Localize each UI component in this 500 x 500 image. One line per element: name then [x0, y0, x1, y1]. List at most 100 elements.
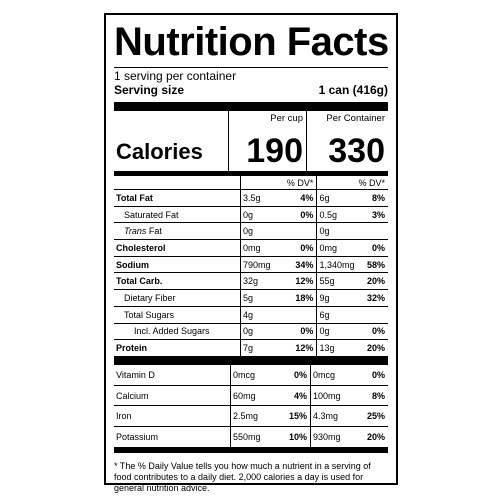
cup-dv: 10%: [267, 426, 311, 449]
container-amount: 6g: [316, 189, 357, 207]
cup-dv: 4%: [267, 385, 311, 407]
dv-header-spacer: [239, 176, 276, 190]
calories-per-cup-column: Per cup 190: [228, 111, 306, 171]
container-amount: 1,340mg: [316, 256, 357, 274]
cup-dv: 12%: [295, 343, 314, 354]
cup-amount: 0g: [239, 222, 276, 241]
container-amount: 0mcg: [310, 364, 350, 386]
cup-amount: 550mg: [230, 426, 267, 449]
vitamin-row-vitamin-d: Vitamin D 0mcg 0% 0mcg 0%: [114, 364, 388, 386]
serving-size-label: Serving size: [114, 83, 185, 97]
nutrients-table: % DV* % DV* Total Fat 3.5g 4% 6g 8% Satu…: [114, 176, 388, 356]
serving-size-row: Serving size 1 can (416g): [114, 83, 388, 97]
serving-size-value: 1 can (416g): [318, 83, 388, 97]
cup-amount: 32g: [239, 272, 276, 291]
nutrition-label: Nutrition Facts 1 serving per container …: [104, 13, 398, 493]
container-dv: 25%: [350, 405, 388, 428]
nutrient-row-total-fat: Total Fat 3.5g 4% 6g 8%: [114, 189, 388, 207]
cup-amount: 5g: [239, 289, 276, 307]
nutrient-row-saturated-fat: Saturated Fat 0g 0% 0.5g 3%: [114, 206, 388, 224]
container-amount: 0g: [316, 222, 357, 241]
cup-amount: 0g: [239, 323, 276, 341]
container-dv: 0%: [356, 239, 388, 257]
cup-dv: 34%: [275, 256, 317, 274]
container-dv: 20%: [356, 272, 388, 291]
calories-per-container-column: Per Container 330: [306, 111, 388, 171]
container-dv: [356, 306, 388, 324]
container-dv: 0%: [350, 364, 388, 386]
calories-per-container: 330: [328, 132, 385, 170]
container-amount: 4.3mg: [310, 405, 350, 428]
calories-block: Calories Per cup 190 Per Container 330: [114, 111, 388, 171]
per-cup-header: Per cup: [270, 113, 303, 124]
container-dv: 8%: [356, 189, 388, 207]
thick-divider: [114, 102, 388, 111]
medium-divider: [114, 448, 388, 454]
container-amount: 55g: [316, 272, 357, 291]
vitamin-name: Iron: [114, 405, 231, 428]
nutrient-name: Incl. Added Sugars: [114, 323, 241, 341]
per-container-header: Per Container: [326, 113, 385, 124]
container-dv: 20%: [350, 426, 388, 449]
nutrient-name: Cholesterol: [114, 239, 241, 257]
trans-suffix: Fat: [146, 226, 162, 237]
cup-amount: 4g: [239, 306, 276, 324]
trans-italic: Trans: [124, 226, 147, 237]
cup-amount: 2.5mg: [230, 405, 267, 428]
container-amount: 0mg: [316, 239, 357, 257]
medium-divider: [114, 171, 388, 176]
vitamin-row-iron: Iron 2.5mg 15% 4.3mg 25%: [114, 405, 388, 428]
dv-header-row: % DV* % DV*: [114, 176, 388, 190]
container-dv: [356, 222, 388, 241]
vitamin-row-calcium: Calcium 60mg 4% 100mg 8%: [114, 385, 388, 407]
nutrient-row-protein: Protein 7g 12% 13g 20%: [114, 339, 388, 356]
container-amount: 0g: [316, 323, 357, 341]
vitamin-name: Potassium: [114, 426, 231, 449]
nutrient-row-total-carb: Total Carb. 32g 12% 55g 20%: [114, 272, 388, 291]
container-amount: 13g: [316, 339, 357, 356]
dv-header-spacer: [316, 176, 357, 190]
thick-divider: [114, 355, 388, 365]
container-dv: 20%: [366, 343, 385, 354]
nutrient-name: Saturated Fat: [114, 206, 241, 224]
container-amount: 9g: [316, 289, 357, 307]
nutrient-row-trans-fat: Trans Fat 0g 0g: [114, 222, 388, 241]
nutrient-name: Total Fat: [114, 189, 241, 207]
container-amount: 100mg: [310, 385, 350, 407]
vitamin-row-potassium: Potassium 550mg 10% 930mg 20%: [114, 426, 388, 449]
container-dv: 3%: [356, 206, 388, 224]
cup-dv: 15%: [267, 405, 311, 428]
divider: [114, 67, 388, 68]
cup-amount: 0g: [239, 206, 276, 224]
dv-header-spacer: [114, 176, 241, 190]
cup-dv: 4%: [275, 189, 317, 207]
nutrient-row-added-sugars: Incl. Added Sugars 0g 0% 0g 0%: [114, 323, 388, 341]
calories-per-cup: 190: [246, 132, 303, 170]
cup-dv: 12%: [275, 272, 317, 291]
nutrient-name: Trans Fat: [114, 222, 241, 241]
cup-dv: 18%: [275, 289, 317, 307]
container-dv: 8%: [350, 385, 388, 407]
nutrient-name: Dietary Fiber: [114, 289, 241, 307]
nutrient-row-cholesterol: Cholesterol 0mg 0% 0mg 0%: [114, 239, 388, 257]
vitamin-name: Vitamin D: [114, 364, 231, 386]
container-amount: 930mg: [310, 426, 350, 449]
cup-dv: [275, 306, 317, 324]
vitamin-name: Calcium: [114, 385, 231, 407]
container-amount: 6g: [316, 306, 357, 324]
nutrient-name: Sodium: [114, 256, 241, 274]
cup-dv: 0%: [275, 323, 317, 341]
cup-dv: [275, 222, 317, 241]
nutrient-row-sodium: Sodium 790mg 34% 1,340mg 58%: [114, 256, 388, 274]
dv-header-cup: % DV*: [275, 176, 317, 190]
container-dv: 0%: [356, 323, 388, 341]
cup-amount: 0mg: [239, 239, 276, 257]
daily-value-footnote: * The % Daily Value tells you how much a…: [114, 461, 371, 494]
cup-amount: 60mg: [230, 385, 267, 407]
calories-label: Calories: [116, 139, 203, 164]
cup-dv: 0%: [275, 206, 317, 224]
cup-amount: 0mcg: [230, 364, 267, 386]
vitamins-table: Vitamin D 0mcg 0% 0mcg 0% Calcium 60mg 4…: [114, 364, 388, 449]
nutrient-name: Total Carb.: [114, 272, 241, 291]
cup-dv: 0%: [267, 364, 311, 386]
